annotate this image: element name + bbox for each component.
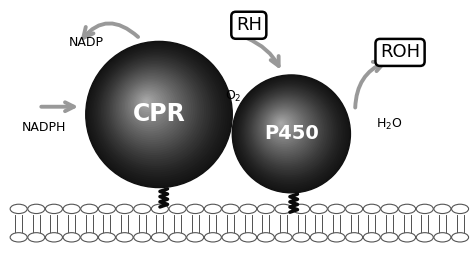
Ellipse shape	[144, 100, 148, 103]
Ellipse shape	[92, 47, 224, 179]
Ellipse shape	[278, 121, 284, 127]
Ellipse shape	[86, 41, 232, 187]
Ellipse shape	[114, 70, 191, 147]
Ellipse shape	[245, 87, 333, 176]
Text: ROH: ROH	[380, 43, 420, 61]
Text: RH: RH	[236, 16, 262, 34]
Ellipse shape	[232, 75, 350, 193]
Ellipse shape	[276, 119, 288, 130]
Ellipse shape	[96, 52, 217, 172]
Ellipse shape	[108, 64, 200, 155]
Ellipse shape	[255, 98, 317, 160]
Ellipse shape	[261, 104, 309, 151]
Ellipse shape	[258, 100, 314, 156]
Ellipse shape	[131, 86, 167, 123]
Ellipse shape	[234, 76, 349, 191]
Ellipse shape	[254, 97, 319, 161]
Ellipse shape	[253, 95, 321, 163]
Ellipse shape	[274, 117, 290, 132]
Text: NADP: NADP	[69, 36, 104, 49]
Text: CPR: CPR	[133, 102, 185, 126]
Ellipse shape	[99, 55, 213, 168]
Ellipse shape	[141, 97, 152, 108]
Ellipse shape	[107, 62, 202, 157]
Ellipse shape	[256, 99, 316, 158]
Ellipse shape	[280, 122, 283, 125]
Text: H$_2$O: H$_2$O	[376, 117, 403, 132]
Ellipse shape	[271, 114, 295, 137]
Ellipse shape	[264, 106, 305, 148]
Ellipse shape	[135, 91, 161, 116]
Ellipse shape	[132, 88, 165, 121]
Ellipse shape	[102, 58, 209, 164]
Ellipse shape	[265, 108, 303, 146]
Ellipse shape	[113, 68, 193, 149]
Ellipse shape	[120, 76, 182, 138]
Ellipse shape	[105, 61, 204, 160]
Ellipse shape	[273, 116, 291, 134]
Ellipse shape	[98, 53, 215, 170]
Ellipse shape	[248, 91, 328, 170]
Ellipse shape	[238, 81, 342, 184]
Ellipse shape	[125, 80, 176, 132]
Ellipse shape	[111, 67, 196, 151]
Ellipse shape	[235, 77, 347, 189]
Ellipse shape	[134, 89, 163, 119]
Ellipse shape	[241, 83, 338, 181]
Ellipse shape	[117, 73, 187, 142]
Ellipse shape	[87, 43, 230, 185]
Ellipse shape	[123, 79, 178, 134]
Ellipse shape	[128, 83, 172, 127]
Ellipse shape	[263, 105, 307, 149]
Ellipse shape	[237, 80, 344, 186]
Ellipse shape	[129, 85, 170, 125]
Ellipse shape	[90, 46, 226, 181]
Ellipse shape	[122, 77, 181, 136]
Ellipse shape	[266, 109, 301, 144]
Ellipse shape	[272, 115, 293, 135]
Ellipse shape	[101, 56, 210, 166]
Ellipse shape	[247, 89, 329, 172]
Ellipse shape	[89, 44, 228, 183]
Text: NADPH: NADPH	[22, 121, 66, 134]
Ellipse shape	[93, 49, 221, 177]
Text: O$_2$: O$_2$	[225, 89, 242, 104]
Ellipse shape	[243, 86, 335, 177]
Ellipse shape	[242, 84, 337, 179]
Ellipse shape	[140, 95, 155, 110]
Ellipse shape	[126, 82, 174, 129]
Ellipse shape	[259, 101, 312, 154]
Ellipse shape	[137, 92, 159, 114]
Ellipse shape	[104, 59, 206, 162]
Ellipse shape	[252, 94, 322, 165]
Ellipse shape	[138, 94, 156, 112]
Ellipse shape	[269, 111, 298, 141]
Ellipse shape	[116, 71, 189, 145]
Ellipse shape	[260, 103, 310, 153]
Ellipse shape	[110, 65, 198, 153]
Ellipse shape	[250, 93, 324, 167]
Ellipse shape	[95, 50, 219, 175]
Ellipse shape	[119, 74, 185, 140]
Ellipse shape	[277, 120, 286, 128]
Ellipse shape	[267, 110, 300, 142]
Ellipse shape	[239, 82, 340, 182]
Ellipse shape	[246, 88, 331, 174]
Ellipse shape	[143, 98, 150, 106]
Ellipse shape	[236, 79, 345, 188]
Ellipse shape	[249, 92, 326, 168]
Ellipse shape	[270, 112, 296, 139]
Text: P450: P450	[264, 124, 319, 143]
